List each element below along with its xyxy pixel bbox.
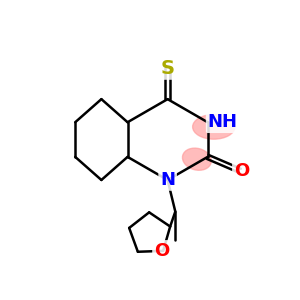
Ellipse shape [182, 148, 211, 170]
Text: N: N [160, 171, 175, 189]
Text: S: S [160, 59, 175, 78]
Text: NH: NH [208, 113, 238, 131]
Text: O: O [154, 242, 169, 260]
Text: O: O [234, 162, 249, 180]
Ellipse shape [193, 115, 235, 139]
